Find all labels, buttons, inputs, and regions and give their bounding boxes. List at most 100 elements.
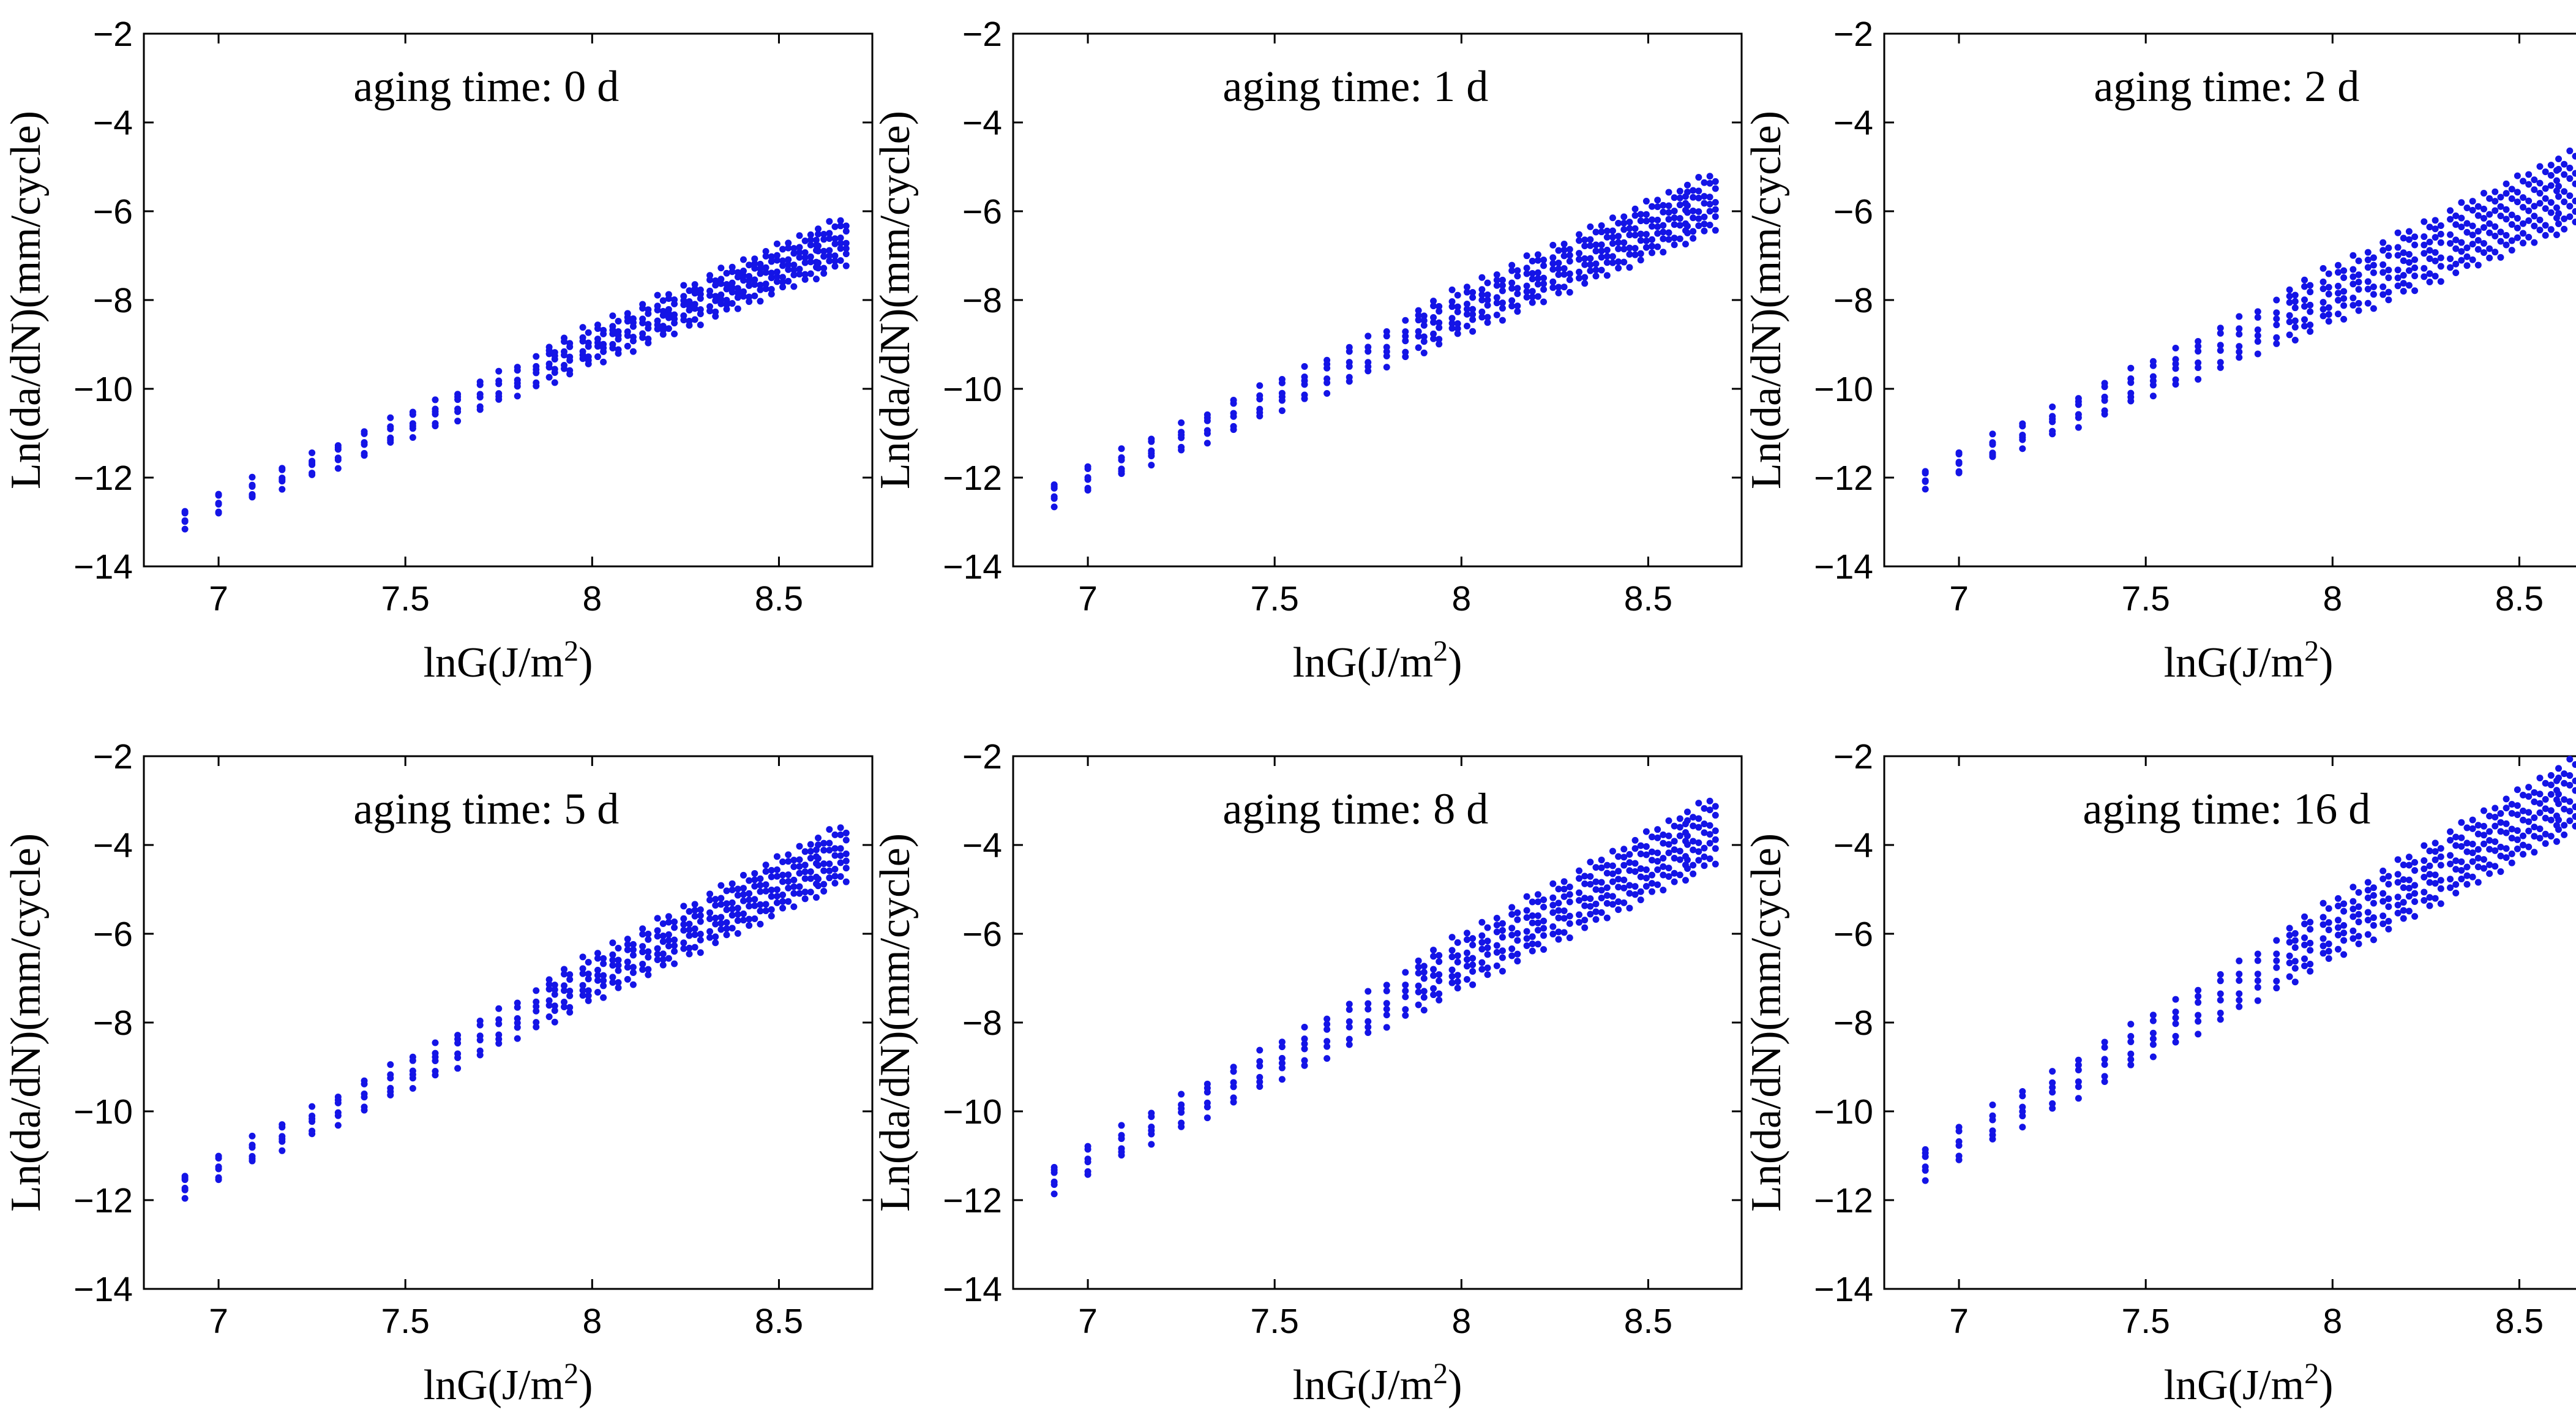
- data-point: [1448, 325, 1456, 332]
- data-point: [2349, 927, 2357, 934]
- data-point: [826, 247, 833, 254]
- data-point: [2340, 288, 2348, 295]
- data-point: [1430, 947, 1437, 954]
- data-point: [768, 258, 775, 265]
- data-point: [1383, 328, 1390, 336]
- data-point: [2463, 872, 2471, 879]
- data-point: [2049, 427, 2056, 435]
- data-point: [2301, 955, 2308, 963]
- data-point: [2379, 890, 2387, 897]
- data-point: [746, 272, 753, 280]
- data-point: [566, 353, 574, 361]
- data-point: [686, 926, 693, 933]
- data-point: [566, 367, 574, 374]
- data-point: [807, 236, 814, 244]
- data-point: [1549, 923, 1557, 930]
- data-point: [1665, 841, 1672, 848]
- data-point: [1620, 239, 1628, 246]
- data-point: [279, 1121, 286, 1128]
- data-point: [1415, 307, 1422, 314]
- y-tick-label: −14: [73, 1270, 133, 1309]
- data-point: [762, 887, 769, 895]
- data-point: [739, 871, 747, 879]
- data-point: [2355, 307, 2362, 314]
- data-point: [1695, 208, 1702, 216]
- data-point: [1454, 978, 1461, 985]
- data-point: [2421, 897, 2428, 904]
- data-point: [1637, 217, 1644, 225]
- data-point: [1642, 231, 1650, 238]
- data-point: [2405, 893, 2413, 900]
- data-point: [1529, 288, 1536, 295]
- data-point: [551, 1002, 558, 1010]
- data-point: [1665, 849, 1672, 857]
- data-point: [2172, 1008, 2179, 1016]
- data-point: [1642, 882, 1650, 890]
- y-tick-label: −10: [73, 370, 133, 409]
- data-point: [801, 862, 809, 869]
- data-point: [2301, 323, 2308, 330]
- data-point: [1642, 866, 1650, 873]
- data-point: [2447, 852, 2454, 859]
- data-point: [831, 223, 839, 230]
- data-point: [1684, 230, 1691, 237]
- data-point: [1499, 967, 1506, 975]
- data-point: [1278, 1076, 1286, 1083]
- data-point: [2349, 302, 2357, 309]
- data-point: [1430, 302, 1437, 310]
- data-point: [2503, 231, 2510, 239]
- data-point: [2400, 884, 2407, 892]
- data-point: [2437, 230, 2444, 238]
- data-point: [680, 282, 687, 289]
- data-point: [2400, 907, 2407, 914]
- data-point: [2497, 828, 2504, 835]
- data-point: [2340, 907, 2348, 915]
- data-point: [2217, 359, 2224, 366]
- data-point: [1712, 827, 1719, 835]
- data-point: [2400, 257, 2407, 265]
- data-point: [1346, 1018, 1353, 1026]
- data-point: [801, 254, 809, 261]
- data-point: [1576, 268, 1583, 276]
- data-point: [1690, 228, 1697, 235]
- data-point: [686, 298, 693, 306]
- data-point: [615, 317, 622, 325]
- data-point: [2127, 375, 2135, 382]
- data-point: [2514, 836, 2521, 843]
- data-point: [533, 1007, 540, 1015]
- data-point: [1529, 276, 1536, 283]
- data-point: [1626, 264, 1633, 271]
- data-point: [1684, 832, 1691, 839]
- data-point: [2307, 328, 2314, 335]
- data-point: [1576, 918, 1583, 926]
- data-point: [495, 390, 503, 397]
- data-point: [476, 1017, 484, 1024]
- data-point: [837, 831, 844, 838]
- data-point: [1430, 314, 1437, 321]
- data-point: [2452, 245, 2460, 252]
- data-point: [746, 896, 753, 904]
- data-point: [609, 956, 616, 964]
- y-tick-label: −10: [943, 370, 1002, 409]
- data-point: [659, 961, 667, 969]
- data-point: [2394, 229, 2402, 236]
- data-point: [2385, 895, 2392, 903]
- data-point: [831, 831, 839, 838]
- data-point: [728, 912, 736, 919]
- data-point: [773, 893, 781, 900]
- data-point: [2561, 198, 2568, 206]
- data-point: [1454, 972, 1461, 979]
- data-point: [545, 360, 553, 367]
- data-point: [1592, 864, 1600, 871]
- data-point: [1430, 318, 1437, 326]
- data-point: [751, 869, 758, 877]
- data-point: [2307, 918, 2314, 926]
- data-point: [2236, 313, 2243, 320]
- data-point: [594, 336, 601, 343]
- data-point: [1671, 878, 1678, 885]
- data-point: [1402, 337, 1409, 345]
- data-point: [1278, 1054, 1286, 1062]
- data-point: [600, 972, 607, 979]
- data-point: [734, 885, 741, 893]
- data-point: [2561, 779, 2568, 787]
